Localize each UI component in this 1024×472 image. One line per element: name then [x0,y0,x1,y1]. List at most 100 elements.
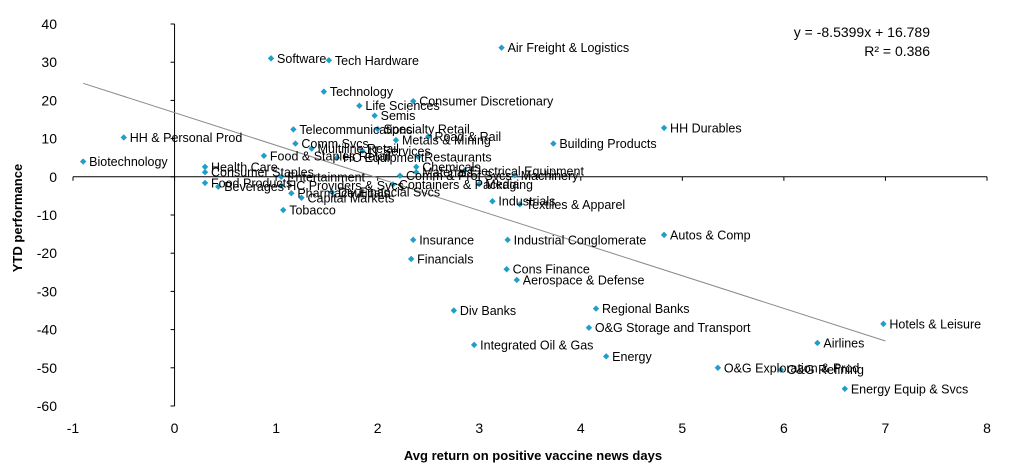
point-label: Financials [417,252,473,266]
point-label: Chemicals [422,160,480,174]
point-label: Entertainment [287,170,365,184]
data-point [450,307,458,314]
point-label: Beverages [224,180,284,194]
data-point [511,172,518,179]
data-point [550,140,557,147]
data-point [277,173,285,180]
point-label: Electrical Equipment [470,165,584,179]
data-point [413,163,420,171]
point-label: Restaurants [424,150,491,164]
data-point [660,124,668,132]
data-point [292,140,299,147]
y-tick-label: -50 [37,360,57,376]
data-point [425,133,432,140]
data-point [413,169,420,176]
point-labels: Air Freight & Logistics Software Tech Hard… [89,41,981,396]
y-tick-label: -60 [37,398,57,414]
data-point [777,366,785,373]
x-tick-label: 8 [983,420,991,436]
data-point [513,276,520,284]
data-point [288,190,295,197]
point-label: Textiles & Apparel [526,198,625,212]
point-label: O&G Exploration & Prod [724,361,860,375]
data-point [585,324,593,331]
y-tick-label: -30 [37,283,57,299]
point-label: O&G Refining [787,363,864,377]
point-label: Comm & Prof Svcs [406,169,512,183]
point-label: Airlines [823,336,864,350]
data-point [260,152,268,159]
point-label: Software [277,52,326,66]
point-label: HC Providers & Svcs [287,179,404,193]
data-point [880,320,887,328]
data-point [371,112,378,119]
data-point [714,364,722,371]
data-point [290,126,297,133]
data-point [320,88,328,95]
x-tick-label: 0 [171,420,179,436]
point-label: Regional Banks [602,302,690,316]
data-point [79,158,87,165]
point-label: HC Equipment [343,151,425,165]
data-point [396,172,404,179]
point-label: Tech Hardware [335,54,419,68]
point-label: HH & Personal Prod [130,131,243,145]
point-label: Telecommunications [299,123,412,137]
y-tick-label: -10 [37,207,57,223]
y-tick-label: -40 [37,322,57,338]
y-tick-label: 40 [41,16,57,32]
point-label: Multiline Retail [318,142,399,156]
data-point [407,255,415,263]
x-tick-label: 2 [374,420,382,436]
point-label: Consumer Staples [211,166,314,180]
point-label: Specialty Retail [384,123,470,137]
data-point [503,266,510,273]
data-point [280,206,287,214]
data-point [277,182,285,189]
y-tick-label: 0 [49,169,57,185]
data-point [333,154,341,161]
x-tick-label: 6 [780,420,788,436]
y-tick-label: 10 [41,131,57,147]
point-label: Aerospace & Defense [523,273,645,287]
point-label: Food & Staples Retail [270,149,391,163]
point-label: Biotechnology [89,155,168,169]
data-point [298,194,305,202]
data-point [392,136,400,144]
trendline [83,82,886,342]
data-point [389,181,397,188]
point-label: HH Durables [670,121,742,135]
trendline-equation: y = -8.5399x + 16.789 [794,24,930,40]
y-axis-title: YTD performance [10,164,25,272]
data-point [410,97,417,105]
point-label: Food Products [211,176,292,190]
point-label: Industrial Conglomerate [514,233,647,247]
point-label: Div Financial Svcs [338,186,440,200]
data-point [215,183,222,190]
point-label: Pharmaceuticals [297,187,389,201]
data-point [498,44,505,51]
data-point [489,198,496,205]
data-points [79,44,887,393]
data-point [476,180,483,188]
point-label: Machinery [521,169,579,183]
data-point [201,169,209,176]
point-label: IT Services [368,144,430,158]
x-tick-label: -1 [67,420,80,436]
x-tick-label: 7 [882,420,890,436]
x-axis-title: Avg return on positive vaccine news days [404,448,662,463]
x-tick-label: 3 [475,420,483,436]
y-tick-label: 20 [41,92,57,108]
data-point [415,153,422,161]
point-label: Div Banks [460,304,516,318]
x-tick-label: 4 [577,420,585,436]
data-point [841,385,849,393]
point-label: Technology [330,85,394,99]
point-label: Hotels & Leisure [889,317,981,331]
point-label: Road & Rail [434,130,501,144]
data-point [356,102,363,109]
data-point [374,125,381,133]
data-point [504,236,511,244]
